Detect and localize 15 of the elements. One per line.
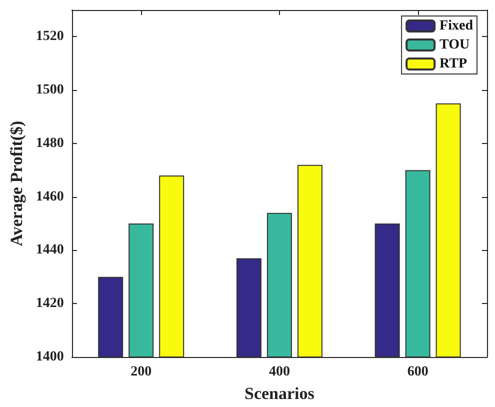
y-tick-label: 1520 xyxy=(36,29,64,44)
y-tick-label: 1420 xyxy=(36,296,64,312)
y-tick-label: 1500 xyxy=(36,82,64,98)
y-tick-label: 1400 xyxy=(36,350,64,364)
legend-label: RTP xyxy=(440,56,468,72)
x-tick-label: 200 xyxy=(130,364,152,380)
x-tick-label: 400 xyxy=(268,364,290,380)
legend-label: Fixed xyxy=(440,18,474,34)
x-tick-label: 600 xyxy=(407,364,428,380)
y-tick-label: 1480 xyxy=(36,136,64,151)
y-axis-title: Average Profit($) xyxy=(7,120,26,246)
x-axis-title: Scenarios xyxy=(244,384,315,403)
y-tick-label: 1460 xyxy=(36,189,64,204)
legend-label: TOU xyxy=(440,38,470,52)
y-tick-label: 1440 xyxy=(36,242,64,258)
